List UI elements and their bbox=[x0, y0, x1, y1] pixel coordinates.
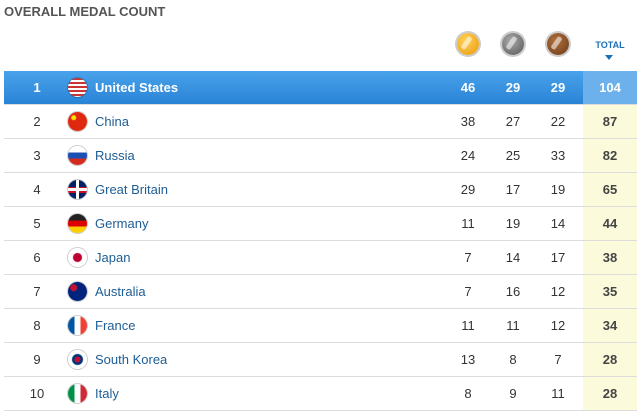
gold-count: 24 bbox=[460, 148, 476, 163]
total-count: 38 bbox=[583, 241, 637, 274]
gold-count: 13 bbox=[460, 352, 476, 367]
total-count: 104 bbox=[583, 71, 637, 104]
country-name[interactable]: Russia bbox=[95, 148, 135, 163]
total-count: 28 bbox=[583, 343, 637, 376]
bronze-count: 33 bbox=[550, 148, 566, 163]
rank: 3 bbox=[33, 148, 41, 163]
gold-count: 29 bbox=[460, 182, 476, 197]
country-name[interactable]: United States bbox=[95, 80, 179, 95]
table-row[interactable]: 1 United States 46 29 29 104 bbox=[4, 71, 637, 105]
total-count: 35 bbox=[583, 275, 637, 308]
total-count: 44 bbox=[583, 207, 637, 240]
table-row[interactable]: 10 Italy 8 9 11 28 bbox=[4, 377, 637, 411]
table-row[interactable]: 7 Australia 7 16 12 35 bbox=[4, 275, 637, 309]
silver-count: 9 bbox=[509, 386, 517, 401]
flag-icon bbox=[68, 384, 87, 403]
total-count: 82 bbox=[583, 139, 637, 172]
rank: 10 bbox=[29, 386, 45, 401]
country-name[interactable]: Great Britain bbox=[95, 182, 168, 197]
title: OVERALL MEDAL COUNT bbox=[4, 4, 166, 19]
bronze-count: 12 bbox=[550, 284, 566, 299]
flag-icon bbox=[68, 112, 87, 131]
silver-count: 27 bbox=[505, 114, 521, 129]
table-row[interactable]: 8 France 11 11 12 34 bbox=[4, 309, 637, 343]
table-row[interactable]: 2 China 38 27 22 87 bbox=[4, 105, 637, 139]
total-count: 65 bbox=[583, 173, 637, 206]
country-name[interactable]: Germany bbox=[95, 216, 149, 231]
gold-count: 38 bbox=[460, 114, 476, 129]
country-name[interactable]: France bbox=[95, 318, 136, 333]
silver-count: 19 bbox=[505, 216, 521, 231]
silver-icon bbox=[502, 33, 524, 55]
total-count: 87 bbox=[583, 105, 637, 138]
flag-icon bbox=[68, 78, 87, 97]
gold-count: 46 bbox=[460, 80, 476, 95]
flag-icon bbox=[68, 350, 87, 369]
rank: 7 bbox=[33, 284, 41, 299]
silver-count: 16 bbox=[505, 284, 521, 299]
country-name[interactable]: Australia bbox=[95, 284, 146, 299]
bronze-count: 14 bbox=[550, 216, 566, 231]
bronze-count: 7 bbox=[554, 352, 562, 367]
flag-icon bbox=[68, 282, 87, 301]
total-count: 34 bbox=[583, 309, 637, 342]
gold-count: 11 bbox=[461, 318, 475, 333]
silver-count: 11 bbox=[506, 318, 520, 333]
flag-icon bbox=[68, 180, 87, 199]
silver-count: 8 bbox=[509, 352, 517, 367]
flag-icon bbox=[68, 248, 87, 267]
table-row[interactable]: 5 Germany 11 19 14 44 bbox=[4, 207, 637, 241]
silver-count: 17 bbox=[505, 182, 521, 197]
flag-icon bbox=[68, 146, 87, 165]
bronze-count: 19 bbox=[550, 182, 566, 197]
gold-icon bbox=[457, 33, 479, 55]
rank: 8 bbox=[33, 318, 41, 333]
rank: 5 bbox=[33, 216, 41, 231]
rank: 1 bbox=[33, 80, 41, 95]
country-name[interactable]: Italy bbox=[95, 386, 119, 401]
gold-count: 7 bbox=[464, 284, 472, 299]
rank: 4 bbox=[33, 182, 41, 197]
country-name[interactable]: China bbox=[95, 114, 129, 129]
country-name[interactable]: Japan bbox=[95, 250, 131, 265]
bronze-icon bbox=[547, 33, 569, 55]
flag-icon bbox=[68, 316, 87, 335]
gold-count: 11 bbox=[461, 216, 475, 231]
gold-count: 7 bbox=[464, 250, 472, 265]
silver-count: 25 bbox=[505, 148, 521, 163]
bronze-count: 12 bbox=[550, 318, 566, 333]
sort-indicator bbox=[605, 55, 613, 60]
bronze-count: 11 bbox=[551, 386, 565, 401]
country-name[interactable]: South Korea bbox=[95, 352, 168, 367]
rank: 9 bbox=[33, 352, 41, 367]
silver-count: 14 bbox=[505, 250, 521, 265]
silver-count: 29 bbox=[505, 80, 521, 95]
rank: 6 bbox=[33, 250, 41, 265]
table-row[interactable]: 4 Great Britain 29 17 19 65 bbox=[4, 173, 637, 207]
flag-icon bbox=[68, 214, 87, 233]
total-header[interactable]: TOTAL bbox=[595, 40, 625, 50]
total-count: 28 bbox=[583, 377, 637, 410]
bronze-count: 17 bbox=[550, 250, 566, 265]
table-row[interactable]: 6 Japan 7 14 17 38 bbox=[4, 241, 637, 275]
bronze-count: 22 bbox=[550, 114, 566, 129]
gold-count: 8 bbox=[464, 386, 472, 401]
table-row[interactable]: 3 Russia 24 25 33 82 bbox=[4, 139, 637, 173]
table-row[interactable]: 9 South Korea 13 8 7 28 bbox=[4, 343, 637, 377]
bronze-count: 29 bbox=[550, 80, 566, 95]
rank: 2 bbox=[33, 114, 41, 129]
